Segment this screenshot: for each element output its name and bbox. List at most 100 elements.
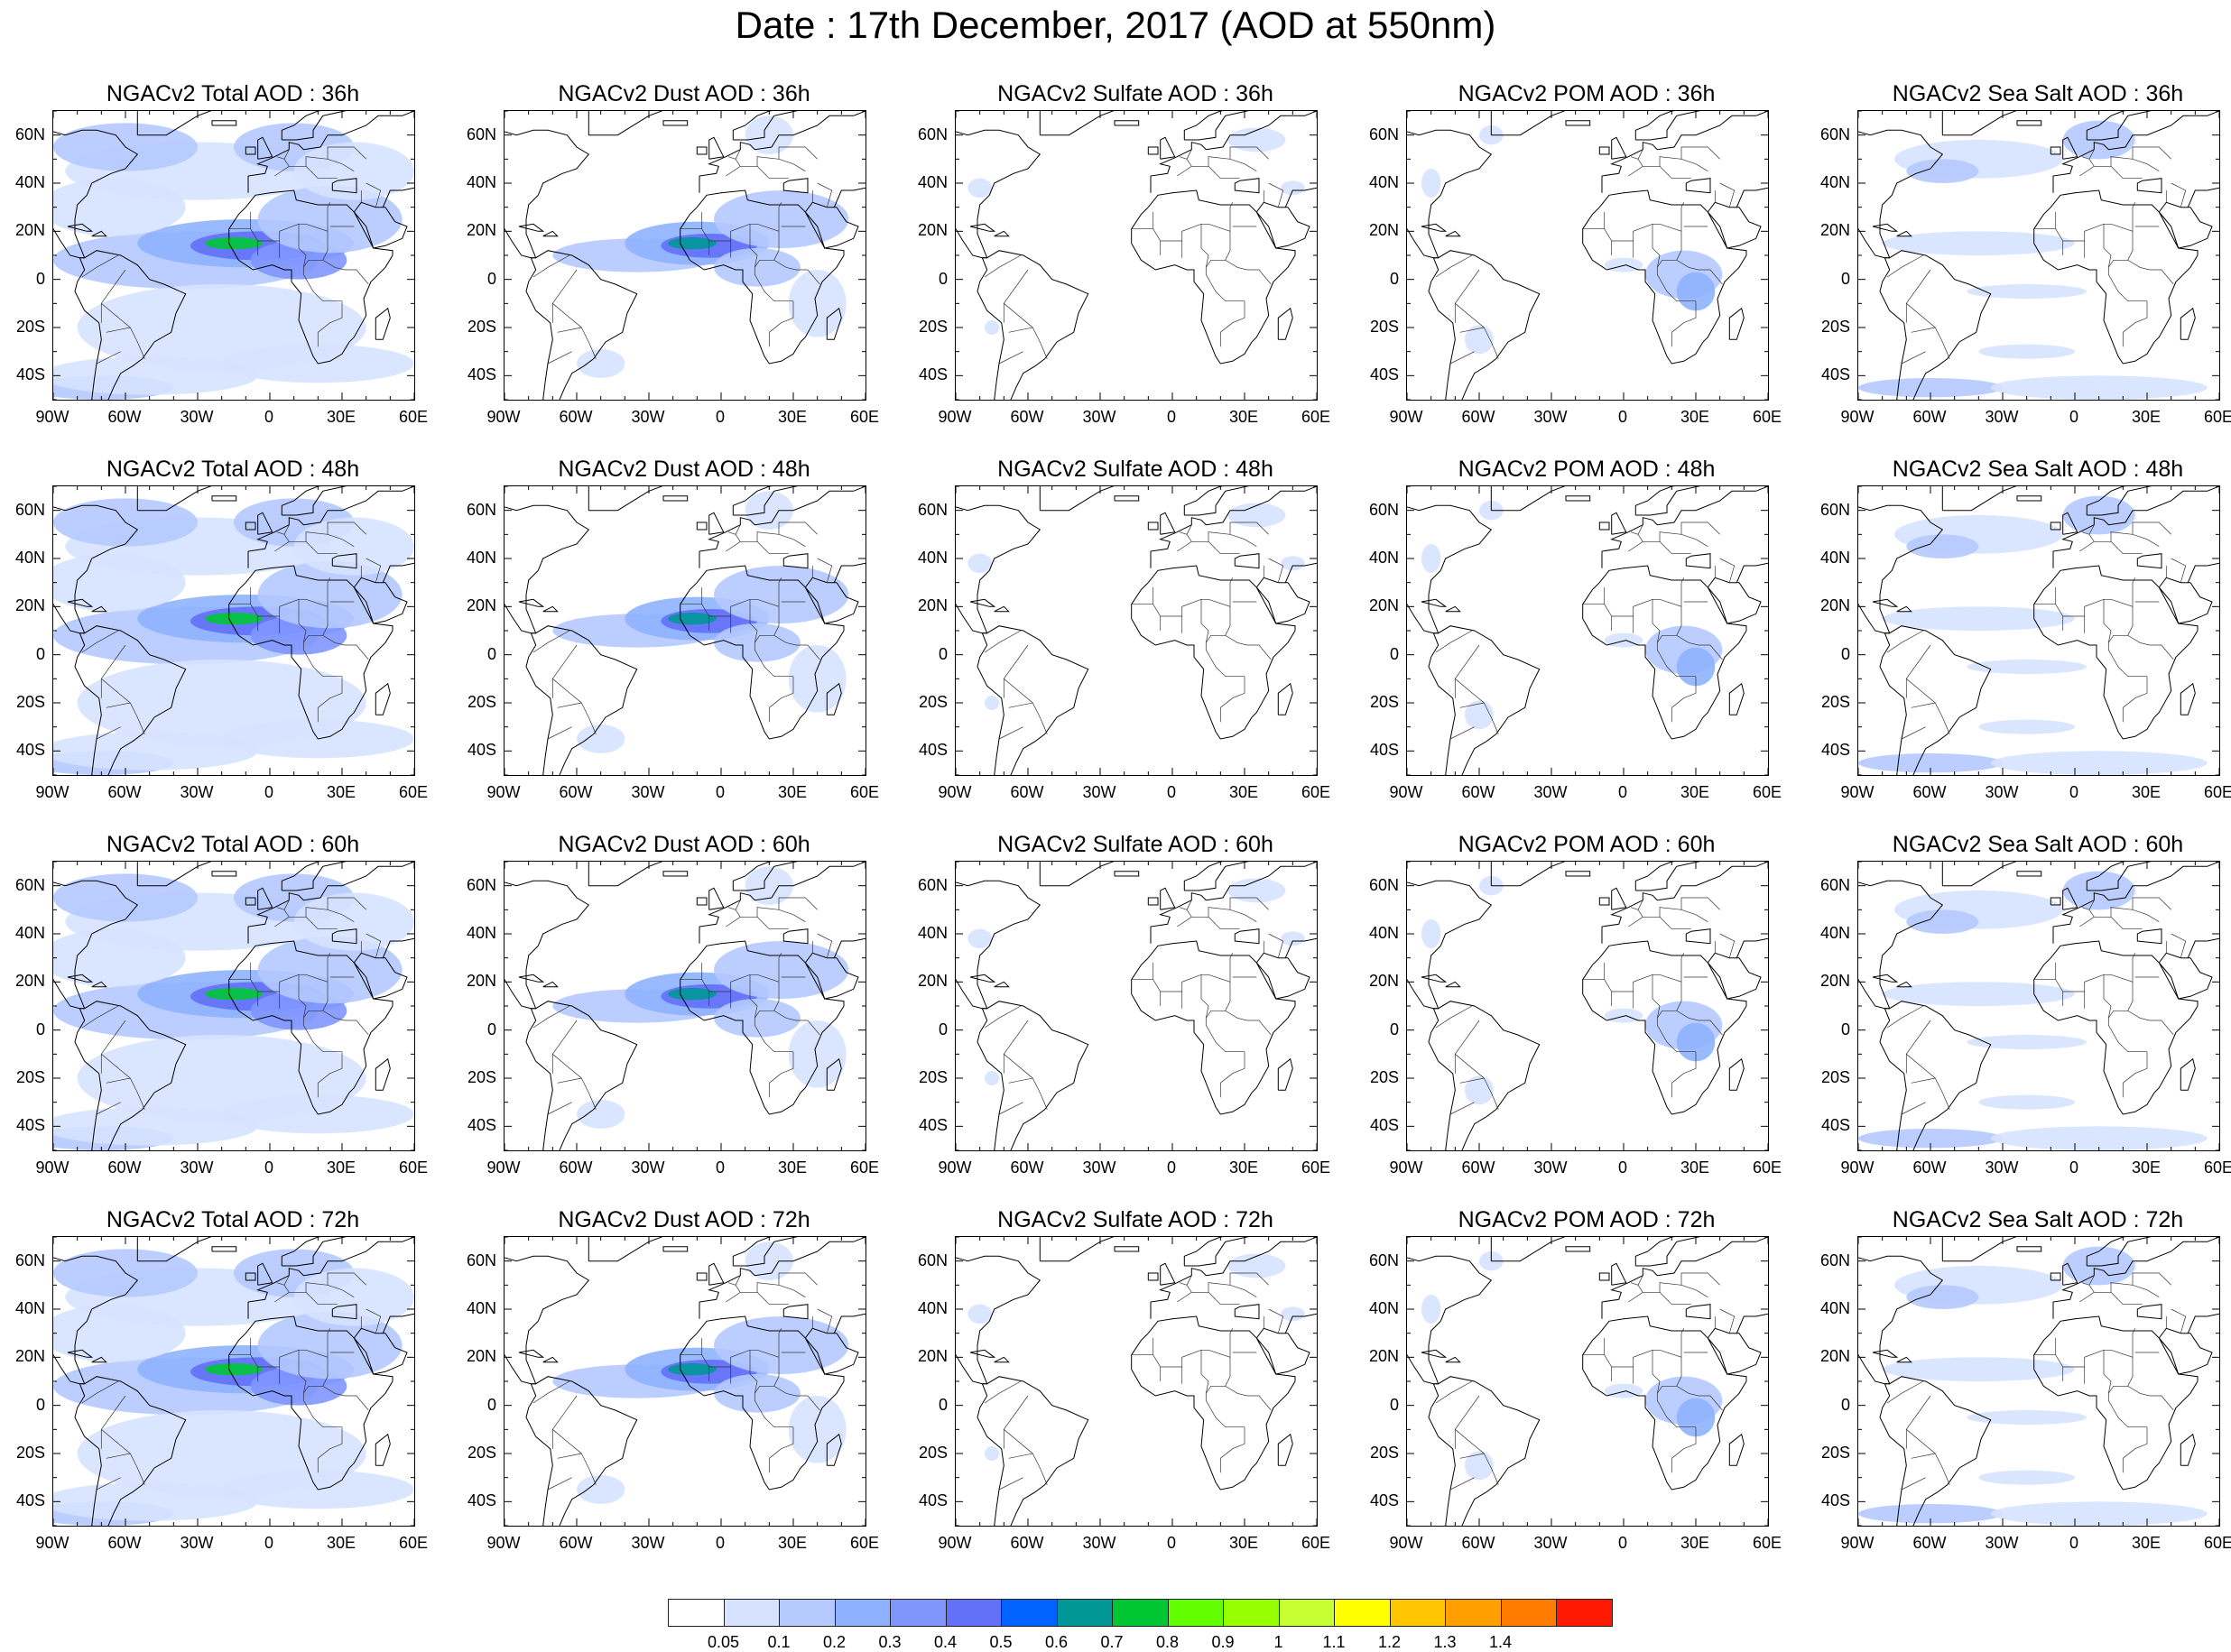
country-border xyxy=(768,1051,794,1098)
coastline xyxy=(505,129,590,259)
country-border xyxy=(1680,146,1720,160)
coastline xyxy=(247,486,414,568)
colorbar-label: 0.4 xyxy=(933,1633,958,1651)
country-border xyxy=(305,541,338,555)
coastline xyxy=(1941,111,2017,136)
aod-blob xyxy=(1227,878,1286,903)
country-border xyxy=(551,1395,589,1469)
colorbar-label: 1.2 xyxy=(1377,1633,1402,1651)
coastline xyxy=(281,862,347,891)
x-tick-label: 0 xyxy=(264,1158,273,1177)
y-tick-label: 0 xyxy=(486,644,496,663)
country-border xyxy=(100,1395,138,1469)
coastline xyxy=(956,129,1041,259)
aod-field xyxy=(967,1253,1305,1461)
x-tick-label: 30W xyxy=(1533,1158,1568,1177)
country-border xyxy=(532,1380,570,1404)
y-tick-label: 60N xyxy=(1368,125,1399,143)
aod-field xyxy=(1421,501,1723,730)
country-border xyxy=(2132,146,2171,160)
y-tick-label: 40S xyxy=(15,741,45,760)
coastline xyxy=(136,111,212,136)
x-tick-label: 30E xyxy=(777,783,808,801)
country-border xyxy=(984,1005,1022,1029)
colorbar-label: 0.5 xyxy=(989,1633,1013,1651)
coastline xyxy=(1114,120,1140,126)
country-border xyxy=(96,1102,121,1115)
country-border xyxy=(2088,149,2095,160)
country-border xyxy=(1656,634,1696,678)
y-tick-label: 20N xyxy=(917,1347,948,1366)
colorbar-swatch xyxy=(1223,1599,1280,1627)
country-border xyxy=(551,644,589,718)
country-border xyxy=(283,1275,290,1286)
country-border xyxy=(298,224,307,268)
x-tick-label: 60E xyxy=(849,783,880,801)
coastline xyxy=(2016,871,2042,877)
coastline xyxy=(2050,897,2061,906)
coastline xyxy=(1611,1262,1627,1286)
coastline xyxy=(1234,553,1260,569)
coastline xyxy=(281,1237,347,1267)
coastline xyxy=(1582,1315,1747,1490)
coastline xyxy=(1490,111,1566,136)
country-border xyxy=(1582,223,1699,271)
y-tick-label: 0 xyxy=(1840,1020,1850,1038)
country-border xyxy=(1229,521,1269,535)
country-border xyxy=(680,1349,796,1397)
x-tick-label: 30W xyxy=(1985,1158,2019,1177)
coastline xyxy=(247,1237,414,1319)
aod-map xyxy=(1858,862,2219,1150)
country-border xyxy=(2149,644,2174,660)
country-border xyxy=(1268,182,1284,208)
colorbar-label: 0.2 xyxy=(822,1633,847,1651)
country-border xyxy=(1490,1092,1499,1110)
country-border xyxy=(557,1077,582,1084)
country-border xyxy=(302,634,342,678)
coastline xyxy=(2180,1433,2196,1466)
country-border xyxy=(136,1467,145,1485)
country-border xyxy=(680,598,796,646)
coastline xyxy=(826,1433,842,1466)
aod-blob xyxy=(714,248,801,287)
x-tick-label: 60W xyxy=(1912,1158,1947,1177)
x-tick-label: 0 xyxy=(715,783,725,801)
aod-map xyxy=(956,111,1317,400)
map-panel: NGACv2 Sea Salt AOD : 48h 60N 40N 20N 0 20S 40… xyxy=(1805,457,2231,819)
coastline xyxy=(1896,1356,1912,1363)
aod-blob xyxy=(1882,982,2075,1006)
coastline xyxy=(1872,223,1899,232)
aod-blob xyxy=(1227,127,1286,152)
coastline xyxy=(1277,307,1293,340)
coastline xyxy=(956,504,1041,634)
x-tick-label: 60W xyxy=(1912,408,1947,426)
coastline xyxy=(1421,223,1448,232)
aod-blob xyxy=(53,178,186,236)
map-frame xyxy=(52,485,415,776)
country-border xyxy=(984,1380,1022,1404)
country-border xyxy=(1680,1272,1720,1286)
coastline xyxy=(1728,307,1745,340)
x-tick-label: 30E xyxy=(777,1158,808,1177)
y-tick-label: 40S xyxy=(1820,365,1850,384)
y-tick-label: 20S xyxy=(1369,1068,1399,1086)
country-border xyxy=(1652,1350,1661,1394)
colorbar-label: 0.7 xyxy=(1100,1633,1124,1651)
country-border xyxy=(1901,1102,1926,1115)
coastline xyxy=(1150,111,1317,193)
country-border xyxy=(2033,1349,2150,1397)
colorbar-swatch xyxy=(1334,1599,1391,1627)
coastline xyxy=(136,862,212,887)
country-border xyxy=(754,259,793,302)
aod-blob xyxy=(714,1374,801,1413)
coastline xyxy=(2187,1313,2219,1334)
y-tick-label: 0 xyxy=(1840,269,1850,288)
aod-blob xyxy=(53,553,186,612)
country-border xyxy=(1003,644,1041,718)
coastline xyxy=(1611,136,1627,160)
y-tick-label: 40N xyxy=(1368,924,1399,942)
y-tick-label: 40S xyxy=(467,365,496,384)
aod-blob xyxy=(745,115,793,154)
coastline xyxy=(2052,111,2219,193)
y-tick-label: 60N xyxy=(1368,500,1399,519)
